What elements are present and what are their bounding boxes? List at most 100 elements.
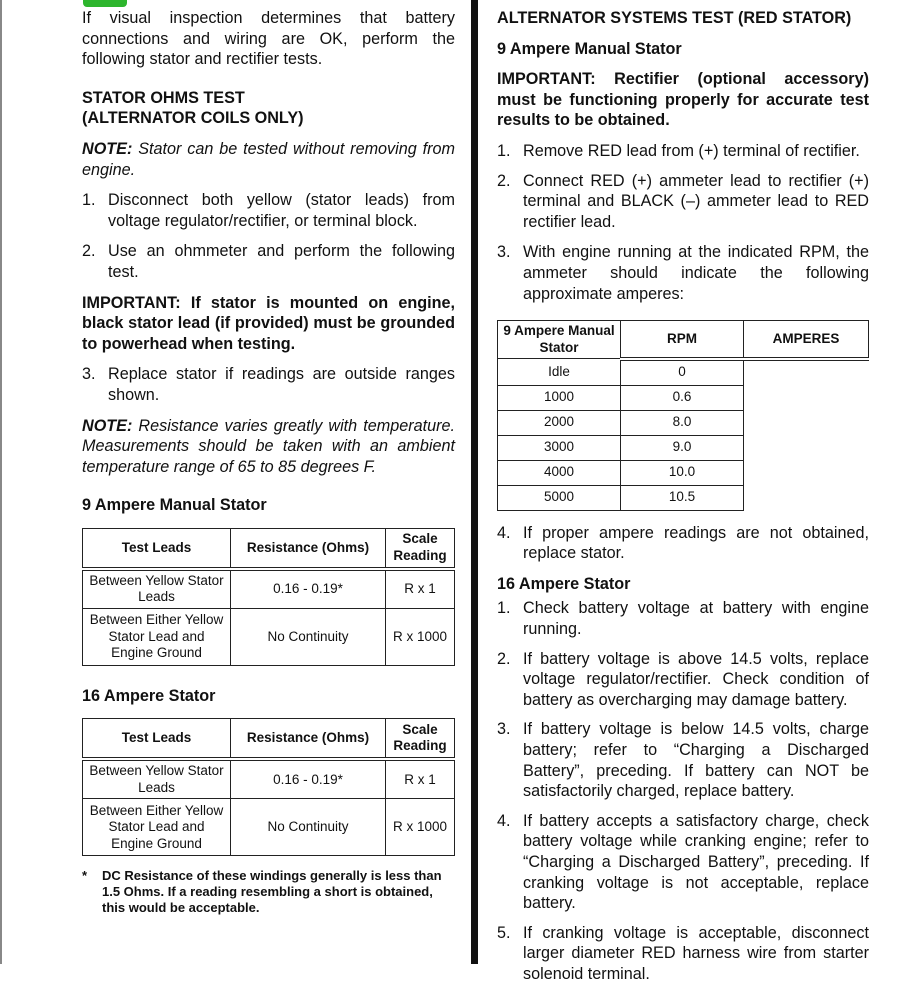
- footnote-text: DC Resistance of these windings generall…: [102, 868, 442, 916]
- stator-ohms-heading: STATOR OHMS TEST (ALTERNATOR COILS ONLY): [82, 88, 455, 129]
- step-text: Disconnect both yellow (stator leads) fr…: [108, 191, 455, 230]
- header-cell: Scale Reading: [385, 718, 455, 762]
- cell: Between Yellow Stator Leads: [82, 758, 231, 800]
- list-item: 1. Disconnect both yellow (stator leads) …: [82, 190, 455, 231]
- note-resistance: NOTE: Resistance varies greatly with tem…: [82, 416, 455, 478]
- list-item: 3. With engine running at the indicated R…: [497, 242, 869, 304]
- right-column: ALTERNATOR SYSTEMS TEST (RED STATOR) 9 A…: [497, 8, 869, 994]
- important-rectifier: IMPORTANT: Rectifier (optional accessory…: [497, 70, 869, 130]
- table-header-row: Test Leads Resistance (Ohms) Scale Readi…: [82, 527, 455, 571]
- step-number: 2.: [497, 171, 511, 190]
- rpm-cell: 5000: [497, 484, 621, 511]
- step-number: 1.: [497, 141, 511, 160]
- stator-resistance-table-9a: Test Leads Resistance (Ohms) Scale Readi…: [82, 527, 455, 666]
- cell: 0.16 - 0.19*: [230, 758, 386, 800]
- header-cell: Test Leads: [82, 718, 231, 762]
- step-number: 4.: [497, 523, 511, 542]
- important-grounding: IMPORTANT: If stator is mounted on engin…: [82, 293, 455, 353]
- header-cell: Test Leads: [82, 527, 231, 571]
- cell: Between Either Yellow Stator Lead and En…: [82, 798, 231, 857]
- note-label: NOTE:: [82, 139, 133, 158]
- amperes-cell: 10.5: [620, 484, 744, 511]
- steps-list: 1. Check battery voltage at battery with …: [497, 598, 869, 984]
- header-cell: RPM: [620, 320, 744, 361]
- list-item: 3. Replace stator if readings are outside…: [82, 364, 455, 405]
- page-edge: [0, 0, 2, 964]
- table-header-row: 9 Ampere Manual Stator RPM AMPERES: [497, 320, 869, 361]
- cell: R x 1000: [385, 607, 455, 666]
- list-item: 2. Connect RED (+) ammeter lead to rectif…: [497, 171, 869, 233]
- cell: R x 1000: [385, 798, 455, 857]
- step-number: 3.: [82, 365, 96, 384]
- table-row: Idle 0: [497, 358, 869, 386]
- step-text: If proper ampere readings are not obtain…: [523, 523, 869, 563]
- heading-line: STATOR OHMS TEST: [82, 88, 245, 107]
- step-text: With engine running at the indicated RPM…: [523, 243, 869, 303]
- table2-title: 16 Ampere Stator: [82, 686, 216, 705]
- stator-label-cell: 9 Ampere Manual Stator: [497, 320, 621, 360]
- rpm-cell: Idle: [497, 358, 621, 386]
- note-text: Resistance varies greatly with temperatu…: [82, 416, 455, 476]
- cell: Between Either Yellow Stator Lead and En…: [82, 607, 231, 666]
- cell: R x 1: [385, 758, 455, 800]
- table-row: 3000 9.0: [497, 434, 869, 461]
- steps-list: 3. Replace stator if readings are outside…: [82, 364, 455, 405]
- table-row: 5000 10.5: [497, 484, 869, 511]
- steps-list: 1. Remove RED lead from (+) terminal of r…: [497, 141, 869, 304]
- subheading-16a: 16 Ampere Stator: [497, 574, 631, 593]
- alternator-test-heading: ALTERNATOR SYSTEMS TEST (RED STATOR): [497, 9, 852, 27]
- list-item: 3. If battery voltage is below 14.5 volts…: [497, 719, 869, 801]
- table-row: 2000 8.0: [497, 409, 869, 436]
- list-item: 4. If battery accepts a satisfactory char…: [497, 811, 869, 914]
- amperes-cell: 0: [620, 358, 744, 386]
- step-number: 3.: [497, 720, 511, 739]
- cell: Between Yellow Stator Leads: [82, 568, 231, 609]
- table-row: 4000 10.0: [497, 459, 869, 486]
- list-item: 4. If proper ampere readings are not obta…: [497, 523, 869, 564]
- subheading-9a: 9 Ampere Manual Stator: [497, 39, 682, 58]
- steps-list: 1. Disconnect both yellow (stator leads) …: [82, 190, 455, 282]
- heading-line: (ALTERNATOR COILS ONLY): [82, 109, 304, 128]
- left-column: If visual inspection determines that bat…: [82, 8, 455, 916]
- step-text: Check battery voltage at battery with en…: [523, 599, 869, 638]
- note-text: Stator can be tested without removing fr…: [82, 139, 455, 179]
- amperes-cell: 10.0: [620, 459, 744, 486]
- section-tab-badge: [83, 0, 127, 7]
- list-item: 1. Check battery voltage at battery with …: [497, 598, 869, 639]
- rpm-cell: 1000: [497, 384, 621, 411]
- table1-title: 9 Ampere Manual Stator: [82, 496, 267, 515]
- cell: R x 1: [385, 568, 455, 609]
- step-number: 3.: [497, 243, 511, 262]
- step-number: 1.: [82, 191, 96, 210]
- amperes-cell: 9.0: [620, 434, 744, 461]
- step-number: 2.: [497, 649, 511, 668]
- header-cell: AMPERES: [743, 320, 869, 361]
- table-row: Between Either Yellow Stator Lead and En…: [82, 798, 455, 857]
- steps-list: 4. If proper ampere readings are not obta…: [497, 523, 869, 564]
- table-row: Between Either Yellow Stator Lead and En…: [82, 607, 455, 666]
- column-divider: [471, 0, 478, 964]
- step-text: If cranking voltage is acceptable, disco…: [523, 923, 869, 983]
- step-number: 2.: [82, 242, 96, 261]
- note-stator: NOTE: Stator can be tested without remov…: [82, 139, 455, 180]
- step-text: Connect RED (+) ammeter lead to rectifie…: [523, 171, 869, 231]
- amperes-cell: 0.6: [620, 384, 744, 411]
- rpm-cell: 3000: [497, 434, 621, 461]
- step-number: 4.: [497, 811, 511, 830]
- list-item: 2. If battery voltage is above 14.5 volts…: [497, 649, 869, 711]
- step-text: Replace stator if readings are outside r…: [108, 365, 455, 404]
- ampere-output-table: 9 Ampere Manual Stator RPM AMPERES Idle 0…: [497, 320, 869, 511]
- note-label: NOTE:: [82, 416, 133, 435]
- step-text: If battery voltage is below 14.5 volts, …: [523, 720, 869, 801]
- step-text: Remove RED lead from (+) terminal of rec…: [523, 141, 860, 160]
- step-number: 5.: [497, 923, 511, 942]
- table-row: 1000 0.6: [497, 384, 869, 411]
- cell: No Continuity: [230, 607, 386, 666]
- cell: No Continuity: [230, 798, 386, 857]
- step-text: If battery accepts a satisfactory charge…: [523, 811, 869, 913]
- list-item: 5. If cranking voltage is acceptable, dis…: [497, 923, 869, 985]
- rpm-cell: 2000: [497, 409, 621, 436]
- table-row: Between Yellow Stator Leads 0.16 - 0.19*…: [82, 568, 455, 609]
- footnote: * DC Resistance of these windings genera…: [82, 868, 455, 916]
- footnote-mark: *: [82, 868, 88, 884]
